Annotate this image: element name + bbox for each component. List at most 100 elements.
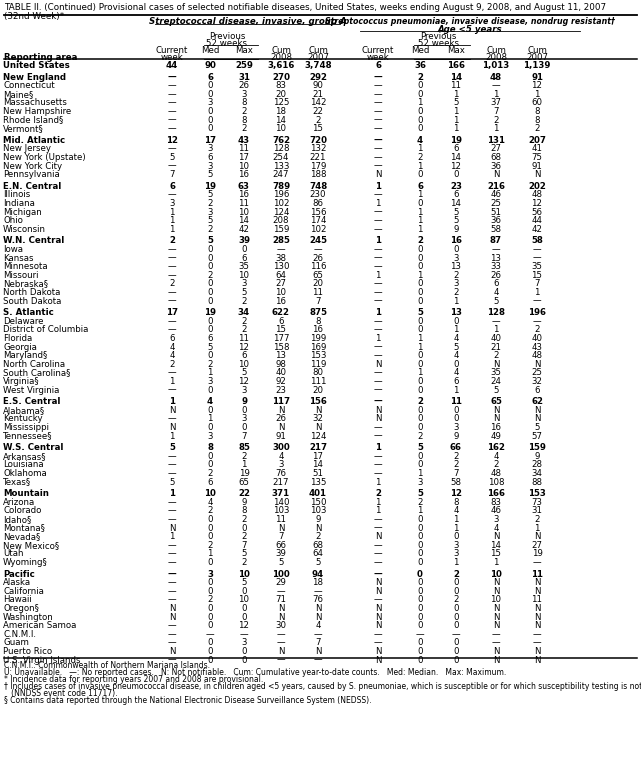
Text: 156: 156 <box>309 398 327 406</box>
Text: 2: 2 <box>315 532 320 541</box>
Text: 6: 6 <box>207 72 213 82</box>
Text: 0: 0 <box>417 532 423 541</box>
Text: N: N <box>375 604 381 613</box>
Text: 10: 10 <box>490 569 502 579</box>
Text: —: — <box>374 153 382 162</box>
Text: 0: 0 <box>417 199 423 208</box>
Text: 1: 1 <box>375 237 381 245</box>
Text: N: N <box>534 359 540 369</box>
Text: 174: 174 <box>310 216 326 225</box>
Text: 300: 300 <box>272 443 290 452</box>
Text: 100: 100 <box>272 569 290 579</box>
Text: Utah: Utah <box>3 549 24 559</box>
Text: N: N <box>315 612 321 622</box>
Text: 11: 11 <box>238 334 249 343</box>
Text: 40: 40 <box>531 334 542 343</box>
Text: 31: 31 <box>238 72 250 82</box>
Text: 1: 1 <box>375 334 381 343</box>
Text: 5: 5 <box>453 216 459 225</box>
Text: 48: 48 <box>531 191 542 199</box>
Text: —: — <box>533 296 541 306</box>
Text: 6: 6 <box>453 191 459 199</box>
Text: Current: Current <box>362 46 394 55</box>
Text: —: — <box>533 639 541 647</box>
Text: —: — <box>374 549 382 559</box>
Text: Michigan: Michigan <box>3 208 42 216</box>
Text: —: — <box>313 630 322 639</box>
Text: 1: 1 <box>453 386 459 394</box>
Text: 285: 285 <box>272 237 290 245</box>
Text: 3,748: 3,748 <box>304 61 332 70</box>
Text: U.S. Virgin Islands: U.S. Virgin Islands <box>3 656 81 664</box>
Text: 5: 5 <box>169 478 175 486</box>
Text: 2: 2 <box>207 506 213 515</box>
Text: 103: 103 <box>310 506 326 515</box>
Text: 10: 10 <box>238 569 250 579</box>
Text: 3: 3 <box>453 549 459 559</box>
Text: 169: 169 <box>310 342 326 352</box>
Text: 0: 0 <box>417 107 423 116</box>
Text: 91: 91 <box>531 72 543 82</box>
Text: 0: 0 <box>453 532 459 541</box>
Text: 65: 65 <box>313 271 324 280</box>
Text: 2: 2 <box>207 469 213 478</box>
Text: 39: 39 <box>238 237 250 245</box>
Text: 0: 0 <box>241 423 247 432</box>
Text: 0: 0 <box>453 621 459 630</box>
Text: 0: 0 <box>207 386 213 394</box>
Text: 26: 26 <box>313 254 324 263</box>
Text: 44: 44 <box>166 61 178 70</box>
Text: —: — <box>168 452 176 461</box>
Text: 31: 31 <box>531 506 542 515</box>
Text: 130: 130 <box>273 262 289 272</box>
Text: 90: 90 <box>313 81 324 90</box>
Text: Wisconsin: Wisconsin <box>3 225 46 234</box>
Text: 0: 0 <box>417 415 423 423</box>
Text: 1,013: 1,013 <box>483 61 510 70</box>
Text: 1,139: 1,139 <box>523 61 551 70</box>
Text: 0: 0 <box>241 524 247 533</box>
Text: 91: 91 <box>276 432 287 440</box>
Text: 0: 0 <box>207 532 213 541</box>
Text: —: — <box>168 515 176 524</box>
Text: 0: 0 <box>207 288 213 297</box>
Text: 43: 43 <box>531 342 542 352</box>
Text: 0: 0 <box>241 656 247 664</box>
Text: New Jersey: New Jersey <box>3 145 51 153</box>
Text: N: N <box>315 423 321 432</box>
Text: S. Atlantic: S. Atlantic <box>3 308 54 317</box>
Text: —: — <box>168 245 176 254</box>
Text: —: — <box>492 317 501 326</box>
Text: 133: 133 <box>273 162 289 170</box>
Text: 9: 9 <box>315 515 320 524</box>
Text: 0: 0 <box>417 461 423 469</box>
Text: 7: 7 <box>494 107 499 116</box>
Text: —: — <box>168 271 176 280</box>
Text: 1: 1 <box>534 89 540 99</box>
Text: N: N <box>534 170 540 179</box>
Text: —: — <box>374 325 382 335</box>
Text: Mississippi: Mississippi <box>3 423 49 432</box>
Text: 0: 0 <box>417 296 423 306</box>
Text: 1: 1 <box>169 216 175 225</box>
Text: —: — <box>168 288 176 297</box>
Text: 135: 135 <box>310 478 326 486</box>
Text: Tennessee§: Tennessee§ <box>3 432 53 440</box>
Text: 23: 23 <box>450 182 462 191</box>
Text: Cum: Cum <box>271 46 291 55</box>
Text: N: N <box>278 647 284 656</box>
Text: 142: 142 <box>310 98 326 107</box>
Text: 875: 875 <box>309 308 327 317</box>
Text: Mid. Atlantic: Mid. Atlantic <box>3 136 65 145</box>
Text: —: — <box>277 639 285 647</box>
Text: District of Columbia: District of Columbia <box>3 325 88 335</box>
Text: 75: 75 <box>531 153 542 162</box>
Text: 16: 16 <box>313 325 324 335</box>
Text: 6: 6 <box>417 182 423 191</box>
Text: —: — <box>168 89 176 99</box>
Text: 2: 2 <box>241 515 247 524</box>
Text: Kansas: Kansas <box>3 254 33 263</box>
Text: 2: 2 <box>453 271 459 280</box>
Text: 5: 5 <box>207 170 213 179</box>
Text: 1: 1 <box>207 415 213 423</box>
